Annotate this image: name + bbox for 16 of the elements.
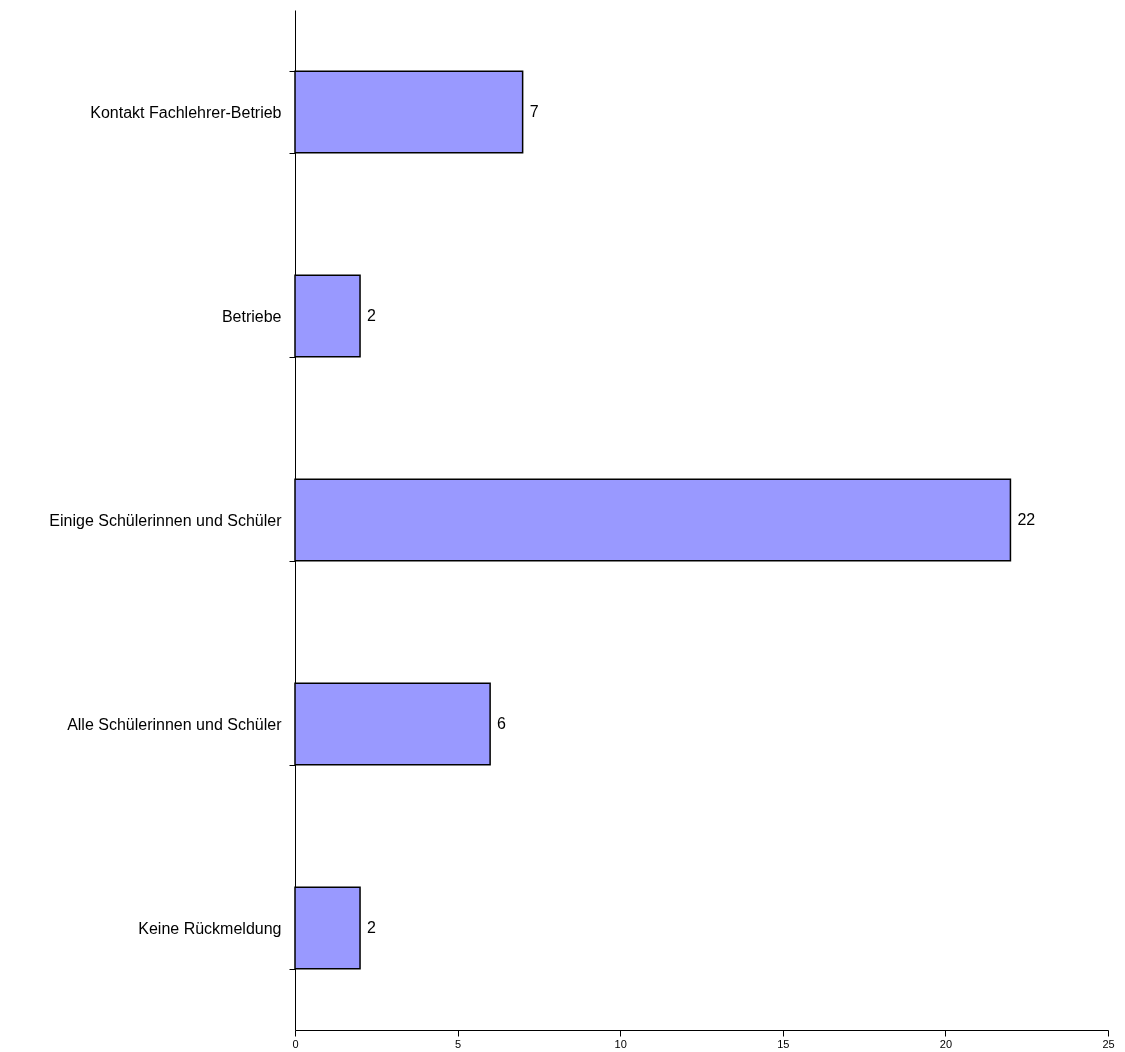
data-label: 2 [367,919,377,936]
x-tick-label: 0 [292,1037,299,1050]
x-tick-label: 5 [455,1037,462,1050]
data-label: 6 [497,715,507,732]
x-tick-label: 15 [777,1037,790,1050]
y-tick-label: Keine Rückmeldung [138,919,282,937]
data-label: 2 [367,307,377,324]
y-tick-label: Kontakt Fachlehrer-Betrieb [90,103,282,121]
x-tick-label: 10 [614,1037,627,1050]
y-tick-label: Alle Schülerinnen und Schüler [67,715,283,733]
data-label: 22 [1017,511,1036,528]
x-tick-label: 25 [1102,1037,1115,1050]
y-tick-label: Betriebe [221,307,282,325]
data-label: 7 [529,103,539,120]
y-tick-label: Einige Schülerinnen und Schüler [49,511,283,529]
x-tick-label: 20 [939,1037,953,1050]
